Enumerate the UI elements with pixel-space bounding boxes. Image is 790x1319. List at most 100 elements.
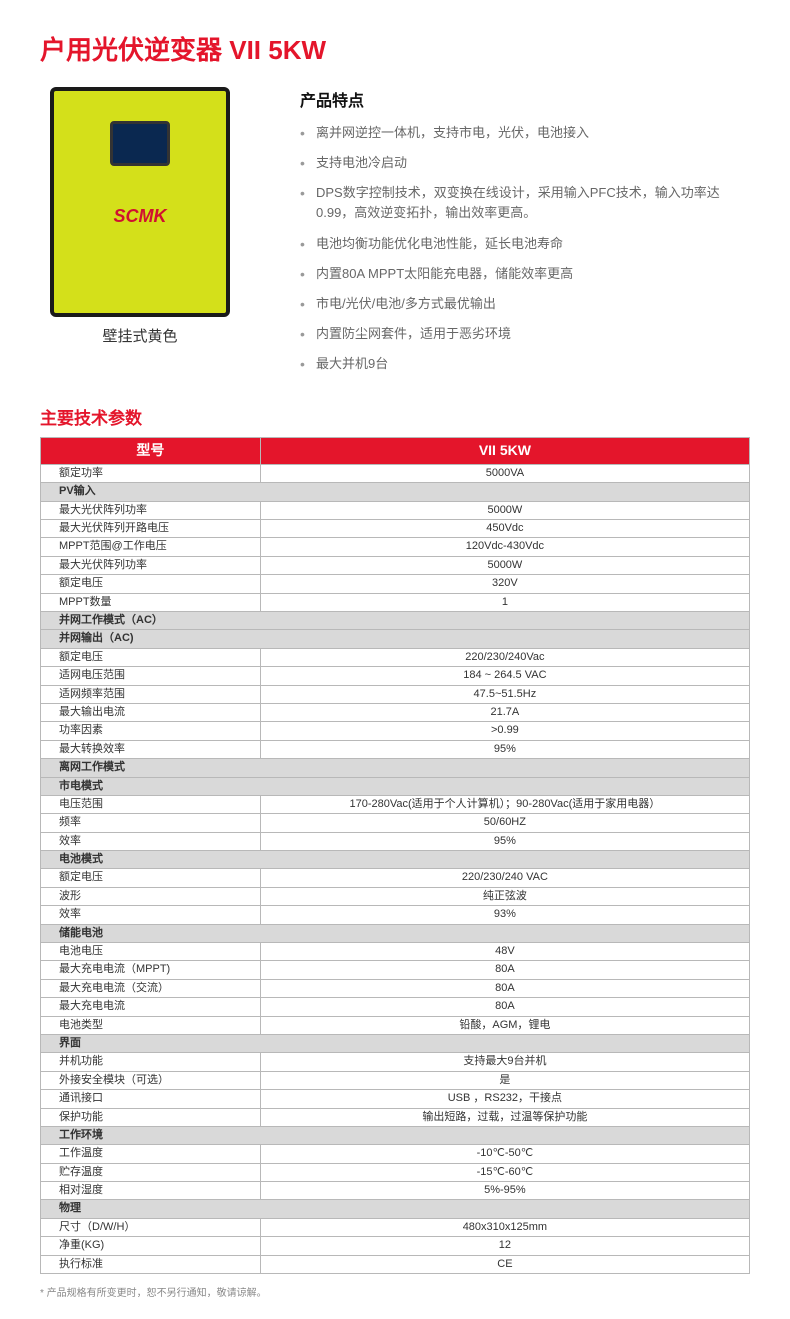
table-header-row: 型号 VII 5KW [41,438,750,465]
specs-table: 型号 VII 5KW 额定功率5000VAPV输入最大光伏阵列功率5000W最大… [40,437,750,1274]
lcd-panel [110,121,170,166]
table-row: 额定电压220/230/240 VAC [41,869,750,887]
table-row: 净重(KG)12 [41,1237,750,1255]
feature-item: 支持电池冷启动 [300,153,750,173]
specs-heading: 主要技术参数 [40,404,750,429]
table-row: 效率93% [41,906,750,924]
product-caption: 壁挂式黄色 [40,325,240,346]
value-cell: 80A [260,979,749,997]
table-row: 电池类型铅酸，AGM，锂电 [41,1016,750,1034]
label-cell: 最大光伏阵列功率 [41,501,261,519]
value-cell: 80A [260,998,749,1016]
table-row: 额定电压220/230/240Vac [41,648,750,666]
feature-item: 市电/光伏/电池/多方式最优输出 [300,294,750,314]
table-row: 最大充电电流（MPPT)80A [41,961,750,979]
label-cell: 保护功能 [41,1108,261,1126]
label-cell: 最大光伏阵列开路电压 [41,520,261,538]
table-row: 并机功能支持最大9台并机 [41,1053,750,1071]
value-cell: 47.5~51.5Hz [260,685,749,703]
feature-item: 电池均衡功能优化电池性能，延长电池寿命 [300,234,750,254]
feature-item: DPS数字控制技术，双变换在线设计，采用输入PFC技术，输入功率达0.99，高效… [300,183,750,223]
value-cell: CE [260,1255,749,1273]
table-row: 额定功率5000VA [41,464,750,482]
value-cell: 铅酸，AGM，锂电 [260,1016,749,1034]
label-cell: 工作温度 [41,1145,261,1163]
table-row: 最大充电电流80A [41,998,750,1016]
section-cell: 离网工作模式 [41,759,750,777]
section-cell: 电池模式 [41,851,750,869]
table-row: 储能电池 [41,924,750,942]
table-row: 执行标准CE [41,1255,750,1273]
label-cell: 适网频率范围 [41,685,261,703]
label-cell: 最大充电电流（MPPT) [41,961,261,979]
value-cell: 93% [260,906,749,924]
table-row: 并网工作模式（AC） [41,611,750,629]
value-cell: 48V [260,943,749,961]
label-cell: 最大光伏阵列功率 [41,556,261,574]
value-cell: 5000VA [260,464,749,482]
label-cell: 净重(KG) [41,1237,261,1255]
label-cell: 最大充电电流 [41,998,261,1016]
value-cell: 184 ~ 264.5 VAC [260,667,749,685]
section-cell: 工作环境 [41,1126,750,1144]
product-column: SCMK 壁挂式黄色 [40,87,240,384]
table-row: 最大充电电流（交流）80A [41,979,750,997]
label-cell: 电压范围 [41,795,261,813]
section-cell: 储能电池 [41,924,750,942]
label-cell: 最大转换效率 [41,740,261,758]
feature-item: 最大并机9台 [300,354,750,374]
table-row: 物理 [41,1200,750,1218]
feature-item: 离并网逆控一体机，支持市电，光伏，电池接入 [300,123,750,143]
value-cell: 320V [260,575,749,593]
value-cell: 95% [260,832,749,850]
value-cell: 支持最大9台并机 [260,1053,749,1071]
section-cell: 并网输出（AC) [41,630,750,648]
value-cell: 5000W [260,501,749,519]
section-cell: 并网工作模式（AC） [41,611,750,629]
value-cell: 5000W [260,556,749,574]
value-cell: 50/60HZ [260,814,749,832]
table-row: 电池电压48V [41,943,750,961]
table-row: MPPT范围@工作电压120Vdc-430Vdc [41,538,750,556]
value-cell: 480x310x125mm [260,1218,749,1236]
table-row: 最大转换效率95% [41,740,750,758]
value-cell: 80A [260,961,749,979]
table-row: 最大光伏阵列开路电压450Vdc [41,520,750,538]
label-cell: 贮存温度 [41,1163,261,1181]
table-row: 工作温度-10℃-50℃ [41,1145,750,1163]
label-cell: 额定电压 [41,869,261,887]
value-cell: >0.99 [260,722,749,740]
label-cell: 相对湿度 [41,1182,261,1200]
header-col-1: 型号 [41,438,261,465]
features-column: 产品特点 离并网逆控一体机，支持市电，光伏，电池接入支持电池冷启动DPS数字控制… [300,87,750,384]
section-cell: PV输入 [41,483,750,501]
table-row: 贮存温度-15℃-60℃ [41,1163,750,1181]
table-row: PV输入 [41,483,750,501]
feature-item: 内置80A MPPT太阳能充电器，储能效率更高 [300,264,750,284]
label-cell: 额定功率 [41,464,261,482]
value-cell: 120Vdc-430Vdc [260,538,749,556]
label-cell: 波形 [41,887,261,905]
table-row: 电池模式 [41,851,750,869]
table-row: 频率50/60HZ [41,814,750,832]
label-cell: 最大充电电流（交流） [41,979,261,997]
value-cell: 220/230/240Vac [260,648,749,666]
table-row: 相对湿度5%-95% [41,1182,750,1200]
value-cell: 95% [260,740,749,758]
label-cell: 功率因素 [41,722,261,740]
label-cell: 效率 [41,906,261,924]
table-row: 工作环境 [41,1126,750,1144]
table-row: 离网工作模式 [41,759,750,777]
label-cell: MPPT范围@工作电压 [41,538,261,556]
label-cell: 最大输出电流 [41,703,261,721]
label-cell: 频率 [41,814,261,832]
value-cell: 450Vdc [260,520,749,538]
table-row: 市电模式 [41,777,750,795]
label-cell: 电池电压 [41,943,261,961]
value-cell: 220/230/240 VAC [260,869,749,887]
table-row: 界面 [41,1034,750,1052]
product-logo: SCMK [114,206,167,227]
value-cell: 输出短路，过载，过温等保护功能 [260,1108,749,1126]
table-row: 外接安全模块（可选）是 [41,1071,750,1089]
top-section: SCMK 壁挂式黄色 产品特点 离并网逆控一体机，支持市电，光伏，电池接入支持电… [40,87,750,384]
